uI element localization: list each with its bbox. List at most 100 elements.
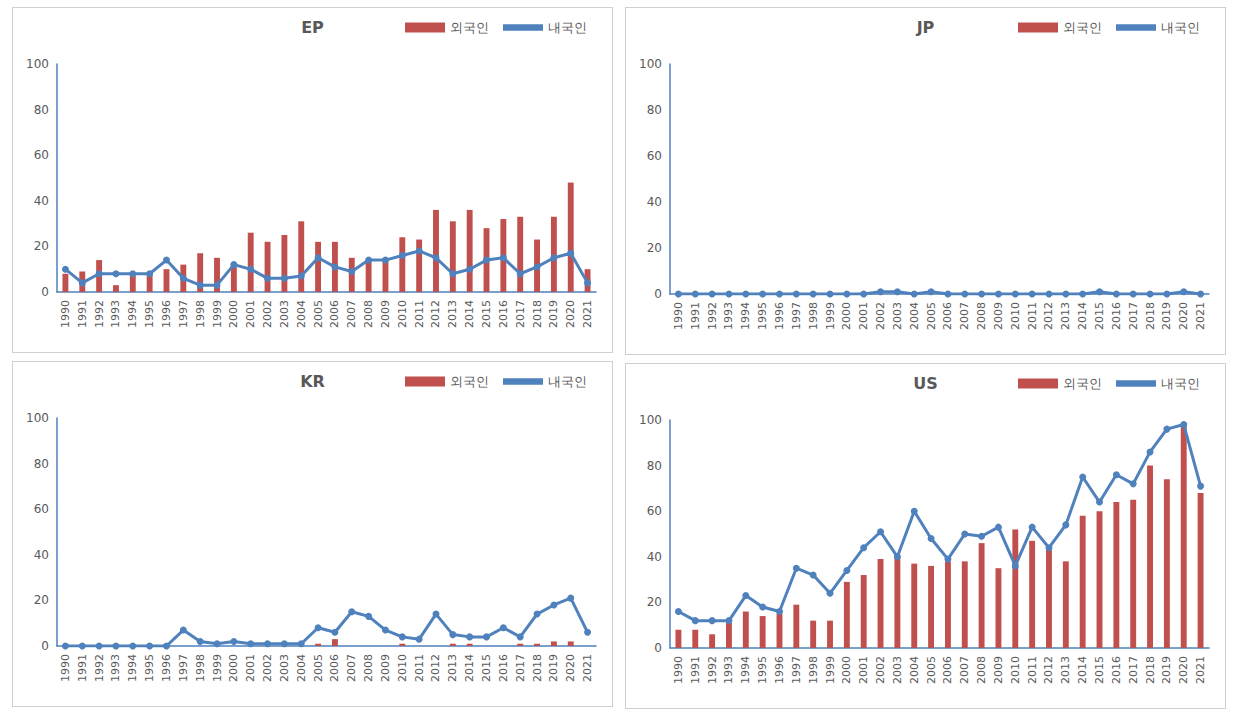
svg-text:2020: 2020 <box>564 654 577 682</box>
svg-text:외국인: 외국인 <box>450 20 489 35</box>
svg-text:80: 80 <box>647 459 662 473</box>
svg-text:2019: 2019 <box>1160 656 1173 684</box>
svg-text:2003: 2003 <box>278 654 291 682</box>
svg-text:1999: 1999 <box>824 302 837 330</box>
svg-text:2014: 2014 <box>463 654 476 682</box>
svg-text:1994: 1994 <box>739 302 752 330</box>
svg-text:2008: 2008 <box>975 656 988 684</box>
svg-text:2007: 2007 <box>958 302 971 330</box>
svg-text:2008: 2008 <box>362 654 375 682</box>
svg-text:2009: 2009 <box>379 300 392 328</box>
svg-text:100: 100 <box>26 57 49 71</box>
svg-text:1997: 1997 <box>790 302 803 330</box>
svg-text:2012: 2012 <box>429 300 442 328</box>
svg-text:2002: 2002 <box>874 302 887 330</box>
svg-text:2004: 2004 <box>295 300 308 328</box>
svg-text:2017: 2017 <box>514 654 527 682</box>
svg-text:2010: 2010 <box>1009 656 1022 684</box>
svg-text:60: 60 <box>34 148 49 162</box>
svg-text:2009: 2009 <box>379 654 392 682</box>
svg-text:2018: 2018 <box>531 654 544 682</box>
svg-text:1998: 1998 <box>807 656 820 684</box>
svg-text:2005: 2005 <box>925 656 938 684</box>
svg-text:2021: 2021 <box>1194 656 1207 684</box>
svg-text:1991: 1991 <box>76 300 89 328</box>
svg-text:내국인: 내국인 <box>1161 20 1200 35</box>
svg-text:1996: 1996 <box>160 654 173 682</box>
svg-text:1995: 1995 <box>756 656 769 684</box>
svg-text:1990: 1990 <box>59 300 72 328</box>
svg-text:1999: 1999 <box>211 300 224 328</box>
svg-text:2012: 2012 <box>1042 656 1055 684</box>
svg-text:2012: 2012 <box>1042 302 1055 330</box>
svg-text:KR: KR <box>300 372 325 391</box>
svg-text:1993: 1993 <box>722 656 735 684</box>
svg-text:2012: 2012 <box>429 654 442 682</box>
svg-text:1992: 1992 <box>706 302 719 330</box>
svg-text:100: 100 <box>639 413 662 427</box>
svg-text:20: 20 <box>34 593 49 607</box>
svg-text:외국인: 외국인 <box>1063 376 1102 391</box>
svg-text:2011: 2011 <box>1026 656 1039 684</box>
svg-text:1998: 1998 <box>807 302 820 330</box>
svg-text:1999: 1999 <box>824 656 837 684</box>
svg-text:1990: 1990 <box>672 656 685 684</box>
svg-text:1994: 1994 <box>126 300 139 328</box>
svg-text:2000: 2000 <box>840 656 853 684</box>
svg-text:1993: 1993 <box>109 654 122 682</box>
svg-text:1996: 1996 <box>773 302 786 330</box>
svg-text:2006: 2006 <box>328 654 341 682</box>
svg-text:1994: 1994 <box>126 654 139 682</box>
svg-text:2008: 2008 <box>362 300 375 328</box>
svg-text:2015: 2015 <box>1093 302 1106 330</box>
svg-text:2001: 2001 <box>857 302 870 330</box>
svg-text:1990: 1990 <box>672 302 685 330</box>
svg-text:내국인: 내국인 <box>548 20 587 35</box>
svg-text:2014: 2014 <box>1076 656 1089 684</box>
svg-text:80: 80 <box>34 457 49 471</box>
svg-text:40: 40 <box>34 548 49 562</box>
svg-text:2009: 2009 <box>992 302 1005 330</box>
svg-text:1998: 1998 <box>194 654 207 682</box>
svg-text:2020: 2020 <box>1177 302 1190 330</box>
svg-text:2013: 2013 <box>1059 302 1072 330</box>
svg-text:2008: 2008 <box>975 302 988 330</box>
svg-text:2019: 2019 <box>1160 302 1173 330</box>
svg-text:1995: 1995 <box>143 300 156 328</box>
svg-text:2010: 2010 <box>396 654 409 682</box>
svg-text:20: 20 <box>647 241 662 255</box>
svg-text:2016: 2016 <box>497 654 510 682</box>
svg-text:1998: 1998 <box>194 300 207 328</box>
svg-text:2017: 2017 <box>1127 302 1140 330</box>
svg-text:40: 40 <box>34 194 49 208</box>
svg-text:2003: 2003 <box>891 302 904 330</box>
svg-text:1991: 1991 <box>689 656 702 684</box>
svg-text:80: 80 <box>34 103 49 117</box>
svg-text:US: US <box>913 374 938 393</box>
svg-text:0: 0 <box>654 287 662 301</box>
svg-text:1999: 1999 <box>211 654 224 682</box>
svg-text:2011: 2011 <box>413 654 426 682</box>
svg-text:2005: 2005 <box>312 654 325 682</box>
svg-text:1997: 1997 <box>790 656 803 684</box>
svg-text:1991: 1991 <box>689 302 702 330</box>
svg-text:2011: 2011 <box>1026 302 1039 330</box>
svg-text:1996: 1996 <box>773 656 786 684</box>
svg-text:1992: 1992 <box>706 656 719 684</box>
svg-text:2004: 2004 <box>908 656 921 684</box>
svg-text:내국인: 내국인 <box>1161 376 1200 391</box>
svg-text:40: 40 <box>647 550 662 564</box>
svg-text:2020: 2020 <box>564 300 577 328</box>
svg-text:0: 0 <box>41 639 49 653</box>
svg-text:2017: 2017 <box>514 300 527 328</box>
svg-text:2001: 2001 <box>244 654 257 682</box>
svg-text:0: 0 <box>41 285 49 299</box>
svg-text:2011: 2011 <box>413 300 426 328</box>
svg-text:1994: 1994 <box>739 656 752 684</box>
svg-text:2000: 2000 <box>840 302 853 330</box>
svg-text:2005: 2005 <box>312 300 325 328</box>
svg-text:2021: 2021 <box>581 654 594 682</box>
svg-text:1992: 1992 <box>93 300 106 328</box>
svg-text:외국인: 외국인 <box>1063 20 1102 35</box>
svg-text:2006: 2006 <box>328 300 341 328</box>
